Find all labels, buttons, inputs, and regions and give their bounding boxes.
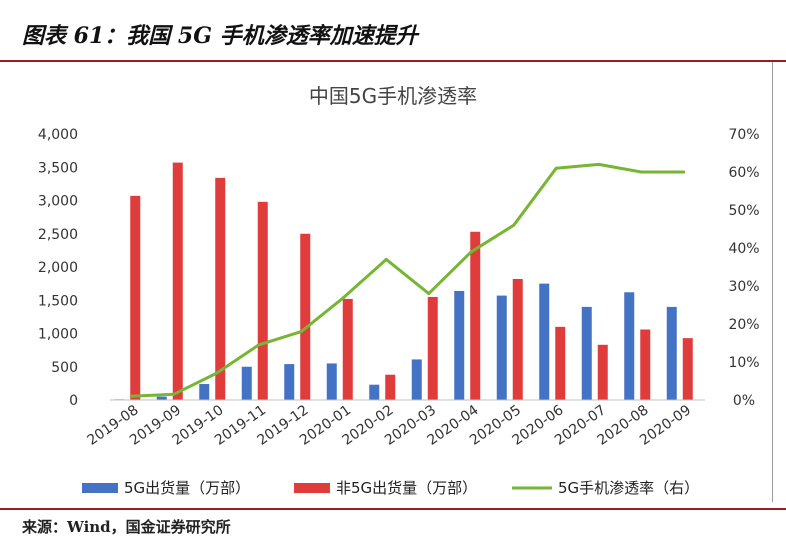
chart-title: 中国5G手机渗透率 <box>309 84 477 108</box>
bar-non5g <box>640 329 651 400</box>
penetration-point <box>427 292 431 296</box>
penetration-point <box>342 295 346 299</box>
bar-non5g <box>300 233 311 400</box>
y-tick-label: 2,500 <box>38 227 78 243</box>
bar-5g <box>539 283 550 400</box>
y2-tick-label: 40% <box>728 241 759 257</box>
y2-tick-label: 30% <box>728 279 759 295</box>
legend-label-5g: 5G出货量（万部） <box>124 479 250 497</box>
bar-non5g <box>385 374 396 400</box>
legend-label-non5g: 非5G出货量（万部） <box>336 479 477 497</box>
bars <box>114 162 693 400</box>
bar-non5g <box>130 195 141 400</box>
bar-5g <box>284 364 295 400</box>
y-tick-label: 4,000 <box>38 127 78 143</box>
penetration-line <box>129 162 686 398</box>
y2-tick-label: 70% <box>728 127 759 143</box>
bar-5g <box>581 306 592 400</box>
penetration-point <box>639 170 643 174</box>
bar-5g <box>496 295 507 400</box>
title-rule <box>0 60 786 62</box>
y-tick-label: 1,000 <box>38 327 78 343</box>
source-rule <box>0 508 786 510</box>
y-tick-label: 3,500 <box>38 160 78 176</box>
bar-5g <box>199 384 210 400</box>
figure-title: 图表 61：我国 5G 手机渗透率加速提升 <box>22 23 418 49</box>
source-note: 来源：Wind，国金证券研究所 <box>22 518 231 536</box>
y2-tick-label: 50% <box>728 203 759 219</box>
penetration-point <box>682 170 686 174</box>
bar-non5g <box>172 162 183 400</box>
penetration-point <box>214 371 218 375</box>
penetration-point <box>299 330 303 334</box>
penetration-point <box>554 166 558 170</box>
x-axis: 2019-082019-092019-102019-112019-122020-… <box>84 402 694 449</box>
bar-5g <box>156 396 167 400</box>
penetration-point <box>469 250 473 254</box>
y-tick-label: 500 <box>51 360 78 376</box>
right-border-line <box>772 62 773 502</box>
bar-non5g <box>512 278 523 400</box>
y2-tick-label: 20% <box>728 317 759 333</box>
y-axis-left: 0 500 1,000 1,500 2,000 2,500 3,000 3,500 4,000 <box>38 127 78 409</box>
legend-swatch-non5g <box>294 483 330 493</box>
bar-5g <box>624 292 635 400</box>
y-tick-label: 0 <box>69 393 78 409</box>
bar-5g <box>411 359 422 400</box>
legend-label-line: 5G手机渗透率（右） <box>558 479 699 497</box>
y-tick-label: 1,500 <box>38 293 78 309</box>
y-axis-right: 0% 10% 20% 30% 40% 50% 60% 70% <box>728 127 759 409</box>
penetration-line-path <box>131 162 684 398</box>
penetration-point <box>257 343 261 347</box>
bar-5g <box>454 290 465 400</box>
bar-5g <box>326 363 337 400</box>
y-tick-label: 2,000 <box>38 260 78 276</box>
y2-tick-label: 0% <box>733 393 755 409</box>
bar-non5g <box>427 296 438 400</box>
bar-5g <box>369 384 380 400</box>
y2-tick-label: 10% <box>728 355 759 371</box>
bar-non5g <box>555 326 566 400</box>
bar-non5g <box>597 344 608 400</box>
penetration-point <box>384 257 388 261</box>
penetration-point <box>129 394 133 398</box>
bar-non5g <box>470 231 481 400</box>
legend: 5G出货量（万部） 非5G出货量（万部） 5G手机渗透率（右） <box>82 479 699 497</box>
bar-non5g <box>682 338 693 400</box>
bar-5g <box>666 306 677 400</box>
bar-non5g <box>215 177 226 400</box>
legend-swatch-5g <box>82 483 118 493</box>
penetration-point <box>597 162 601 166</box>
y2-tick-label: 60% <box>728 165 759 181</box>
bar-5g <box>241 366 252 400</box>
penetration-point <box>172 392 176 396</box>
penetration-point <box>512 223 516 227</box>
bar-non5g <box>342 298 353 400</box>
bar-non5g <box>257 201 268 400</box>
y-tick-label: 3,000 <box>38 194 78 210</box>
